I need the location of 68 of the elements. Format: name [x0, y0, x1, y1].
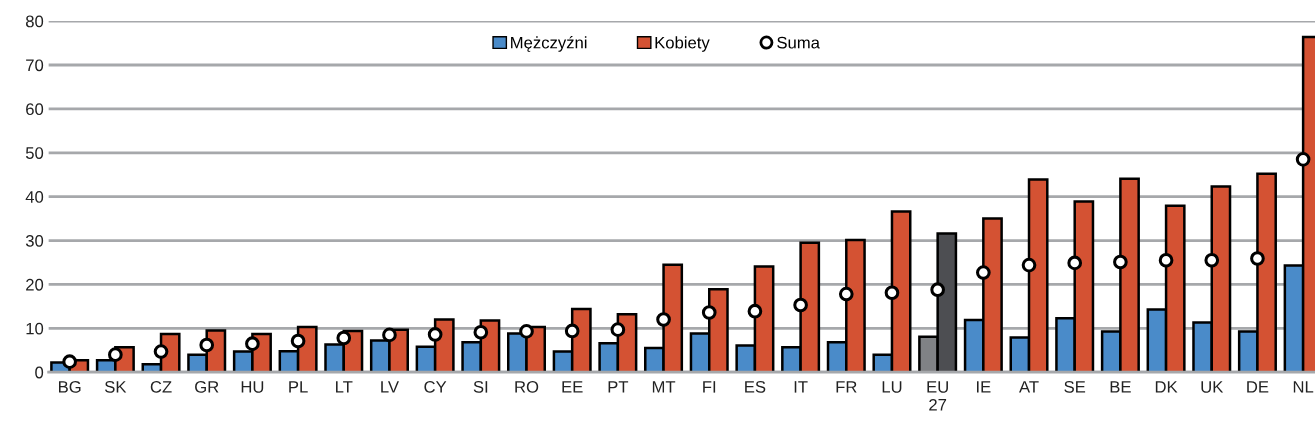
point — [1067, 255, 1083, 271]
x-tick-label: EU 27 — [927, 381, 948, 411]
point — [1295, 152, 1311, 167]
point — [336, 330, 352, 346]
y-tick-label: 40 — [25, 191, 44, 203]
x-tick-label: GR — [195, 380, 219, 393]
x-tick-label: CY — [424, 380, 447, 393]
point — [1113, 254, 1128, 270]
x-tick-label: SK — [104, 380, 127, 393]
point — [701, 305, 717, 320]
x-tick-label: ES — [745, 380, 766, 393]
x-tick-label: LU — [882, 381, 902, 393]
point — [1250, 251, 1265, 266]
x-tick-label: EE — [562, 381, 583, 393]
point — [564, 323, 580, 339]
x-tick-label: SE — [1064, 380, 1086, 393]
point — [519, 324, 534, 339]
y-tick-label: 70 — [26, 59, 44, 72]
legend-label: Mężczyźni — [511, 36, 587, 52]
y-tick-label: 80 — [25, 15, 44, 28]
point — [199, 337, 215, 353]
x-tick-label: HU — [241, 381, 264, 393]
point — [656, 312, 671, 327]
point — [290, 333, 306, 349]
x-tick-label: MT — [652, 381, 676, 393]
point — [930, 282, 945, 298]
x-tick-label: CZ — [150, 380, 172, 393]
y-tick-label: 30 — [25, 234, 44, 247]
x-tick-label: RO — [515, 380, 539, 393]
y-tick-label: 50 — [25, 147, 44, 159]
x-tick-label: DE — [1247, 381, 1269, 393]
point — [108, 347, 123, 362]
point — [153, 344, 169, 359]
point — [976, 265, 991, 280]
y-tick-label: 60 — [26, 103, 44, 116]
legend-label: Kobiety — [655, 36, 710, 52]
point — [747, 303, 763, 319]
y-tick-label: 20 — [26, 278, 44, 291]
y-tick-label: 10 — [26, 322, 44, 335]
point — [473, 324, 489, 340]
point — [382, 327, 397, 343]
point — [1204, 252, 1220, 268]
point — [610, 322, 626, 337]
legend-label: Suma — [777, 36, 820, 49]
x-tick-label: NL — [1293, 381, 1314, 393]
x-tick-label: DK — [1155, 381, 1178, 393]
x-tick-label: PL — [289, 381, 308, 393]
point — [793, 297, 808, 313]
point — [427, 327, 443, 342]
x-tick-label: SI — [473, 380, 488, 393]
x-tick-label: IT — [794, 381, 808, 393]
x-tick-label: IE — [977, 381, 991, 393]
point — [62, 354, 78, 370]
x-tick-label: FI — [703, 381, 716, 393]
x-tick-label: FR — [836, 381, 857, 393]
x-tick-label: PT — [608, 381, 629, 393]
x-tick-label: BG — [59, 380, 81, 393]
y-tick-label: 0 — [35, 366, 44, 379]
x-tick-label: LV — [381, 381, 399, 393]
x-tick-label: UK — [1201, 381, 1224, 393]
point — [1158, 252, 1174, 268]
x-tick-label: LT — [336, 381, 353, 393]
point — [1021, 257, 1037, 273]
point — [838, 286, 854, 302]
x-tick-label: AT — [1019, 381, 1039, 393]
point — [245, 336, 260, 352]
point — [884, 285, 900, 301]
x-tick-label: BE — [1110, 381, 1131, 393]
